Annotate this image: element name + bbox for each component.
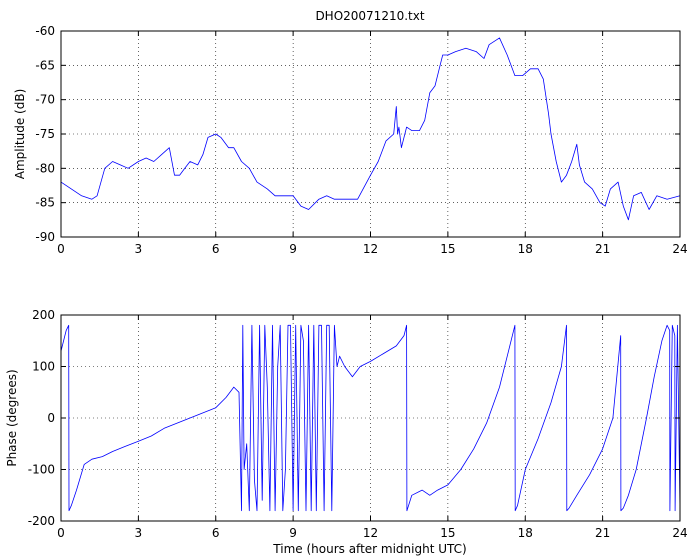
y-tick-label: 100 bbox=[32, 360, 55, 374]
y-tick-label: 200 bbox=[32, 308, 55, 322]
x-tick-label: 15 bbox=[440, 526, 455, 540]
y-tick-label: 0 bbox=[47, 411, 55, 425]
phase-plot: 0 3 6 9 12 15 18 21 24 -200 -100 0 100 200 Phase (de… bbox=[5, 308, 688, 556]
amplitude-x-ticks: 0 3 6 9 12 15 18 21 24 bbox=[57, 31, 688, 256]
x-tick-label: 24 bbox=[672, 526, 687, 540]
amplitude-trace bbox=[60, 37, 681, 221]
phase-trace bbox=[60, 324, 681, 512]
x-tick-label: 9 bbox=[289, 242, 297, 256]
amplitude-y-axis-title: Amplitude (dB) bbox=[13, 89, 27, 180]
phase-y-ticks: -200 -100 0 100 200 bbox=[28, 308, 680, 528]
y-tick-label: -60 bbox=[35, 24, 55, 38]
y-tick-label: -75 bbox=[35, 127, 55, 141]
y-tick-label: -90 bbox=[35, 230, 55, 244]
x-tick-label: 6 bbox=[212, 242, 220, 256]
chart-title: DHO20071210.txt bbox=[315, 9, 424, 23]
x-tick-label: 6 bbox=[212, 526, 220, 540]
phase-y-axis-title: Phase (degrees) bbox=[5, 369, 19, 466]
x-tick-label: 12 bbox=[363, 242, 378, 256]
phase-x-ticks: 0 3 6 9 12 15 18 21 24 bbox=[57, 315, 688, 540]
x-tick-label: 3 bbox=[135, 526, 143, 540]
x-tick-label: 18 bbox=[518, 242, 533, 256]
x-axis-title: Time (hours after midnight UTC) bbox=[272, 542, 466, 556]
x-tick-label: 18 bbox=[518, 526, 533, 540]
x-tick-label: 0 bbox=[57, 242, 65, 256]
y-tick-label: -100 bbox=[28, 463, 55, 477]
x-tick-label: 9 bbox=[289, 526, 297, 540]
phase-grid bbox=[61, 315, 680, 521]
amplitude-grid bbox=[61, 31, 680, 237]
y-tick-label: -70 bbox=[35, 93, 55, 107]
x-tick-label: 21 bbox=[595, 526, 610, 540]
x-tick-label: 21 bbox=[595, 242, 610, 256]
y-tick-label: -85 bbox=[35, 196, 55, 210]
x-tick-label: 24 bbox=[672, 242, 687, 256]
amplitude-y-ticks: -90 -85 -80 -75 -70 -65 -60 bbox=[35, 24, 680, 244]
amplitude-plot: DHO20071210.txt 0 3 6 9 12 15 18 21 24 -90 -85 -80… bbox=[13, 9, 688, 256]
y-tick-label: -65 bbox=[35, 58, 55, 72]
x-tick-label: 3 bbox=[135, 242, 143, 256]
y-tick-label: -80 bbox=[35, 161, 55, 175]
x-tick-label: 12 bbox=[363, 526, 378, 540]
y-tick-label: -200 bbox=[28, 514, 55, 528]
x-tick-label: 0 bbox=[57, 526, 65, 540]
x-tick-label: 15 bbox=[440, 242, 455, 256]
